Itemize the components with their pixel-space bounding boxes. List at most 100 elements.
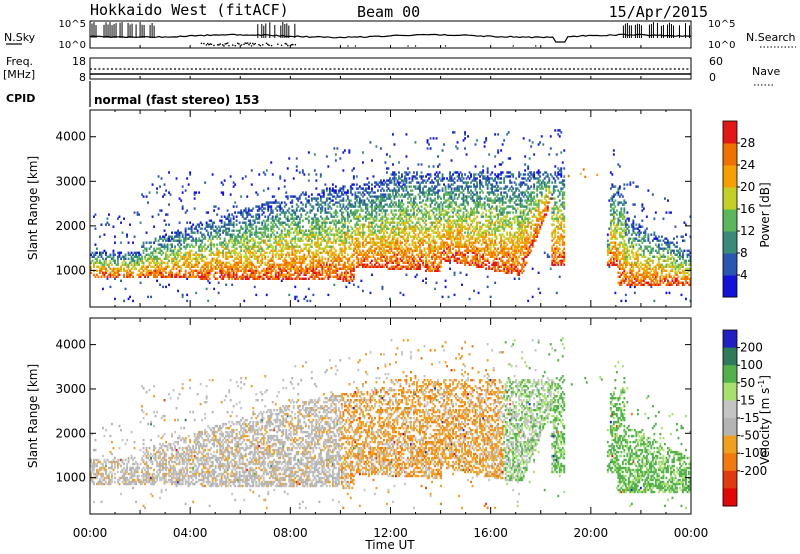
- data-cell: [352, 229, 355, 232]
- data-cell: [189, 267, 192, 270]
- data-cell: [449, 215, 451, 218]
- data-cell: [461, 259, 463, 262]
- data-cell: [265, 271, 268, 274]
- data-cell: [398, 171, 400, 174]
- data-cell: [453, 259, 456, 262]
- data-cell: [169, 269, 172, 272]
- data-cell: [295, 203, 298, 206]
- data-cell: [349, 275, 352, 278]
- data-cell: [130, 263, 133, 266]
- data-cell: [440, 211, 442, 214]
- data-cell: [374, 181, 376, 184]
- data-cell: [286, 271, 289, 274]
- data-cell: [384, 243, 387, 246]
- data-cell: [324, 251, 327, 254]
- data-cell: [399, 267, 402, 270]
- data-cell: [205, 225, 208, 228]
- data-cell: [201, 265, 204, 268]
- data-cell: [371, 159, 373, 162]
- data-cell: [211, 221, 214, 224]
- data-cell: [428, 265, 430, 268]
- data-cell: [355, 221, 358, 224]
- data-cell: [238, 211, 241, 214]
- data-cell: [416, 263, 418, 266]
- data-cell: [422, 181, 424, 184]
- data-cell: [339, 249, 342, 252]
- data-cell: [258, 205, 261, 208]
- data-cell: [398, 247, 400, 250]
- data-cell: [362, 225, 364, 228]
- data-cell: [277, 243, 280, 246]
- data-cell: [318, 273, 321, 276]
- data-cell: [240, 265, 243, 268]
- data-cell: [330, 193, 333, 196]
- data-cell: [461, 245, 463, 248]
- data-cell: [420, 211, 423, 214]
- data-cell: [291, 215, 294, 218]
- data-cell: [271, 219, 274, 222]
- data-cell: [334, 275, 337, 278]
- data-cell: [464, 199, 466, 202]
- data-cell: [255, 293, 258, 297]
- data-cell: [371, 263, 373, 266]
- data-cell: [392, 265, 394, 268]
- data-cell: [363, 201, 366, 204]
- data-cell: [283, 229, 286, 232]
- data-cell: [234, 267, 237, 270]
- data-cell: [381, 193, 384, 196]
- data-cell: [322, 261, 325, 264]
- data-cell: [455, 223, 457, 226]
- data-cell: [127, 275, 130, 278]
- data-cell: [434, 221, 436, 224]
- data-cell: [145, 271, 148, 274]
- data-cell: [387, 221, 390, 224]
- data-cell: [459, 191, 462, 194]
- data-cell: [315, 213, 318, 216]
- data-cell: [216, 277, 219, 280]
- data-cell: [340, 271, 343, 274]
- data-cell: [291, 227, 294, 230]
- data-cell: [279, 213, 282, 216]
- data-cell: [431, 193, 433, 196]
- data-cell: [138, 269, 140, 272]
- data-cell: [312, 277, 315, 280]
- data-cell: [228, 273, 231, 276]
- data-cell: [243, 267, 246, 270]
- nsearch-point: [535, 45, 537, 47]
- data-cell: [232, 217, 235, 220]
- data-cell: [369, 205, 372, 208]
- data-cell: [369, 213, 372, 216]
- data-cell: [408, 195, 411, 198]
- freq-tick-bottom: 8: [79, 71, 86, 84]
- data-cell: [271, 249, 274, 252]
- data-cell: [371, 265, 373, 268]
- data-cell: [306, 199, 309, 202]
- data-cell: [407, 235, 409, 238]
- data-cell: [246, 195, 249, 198]
- data-cell: [435, 241, 438, 244]
- data-cell: [374, 231, 376, 234]
- nsky-trace: [89, 22, 692, 79]
- data-cell: [401, 201, 403, 204]
- data-cell: [348, 265, 351, 268]
- data-cell: [228, 255, 231, 258]
- data-cell: [318, 277, 321, 280]
- data-cell: [413, 257, 415, 260]
- data-cell: [196, 265, 199, 268]
- data-cell: [226, 261, 229, 264]
- data-cell: [312, 231, 315, 234]
- data-cell: [336, 193, 339, 196]
- data-cell: [280, 269, 283, 272]
- data-cell: [334, 265, 337, 268]
- data-cell: [328, 271, 331, 274]
- data-cell: [458, 175, 460, 178]
- data-cell: [372, 195, 375, 198]
- data-cell: [459, 261, 462, 264]
- data-cell: [165, 223, 167, 226]
- data-cell: [371, 183, 373, 186]
- data-cell: [141, 259, 143, 262]
- data-cell: [362, 253, 364, 256]
- data-cell: [271, 215, 274, 218]
- data-cell: [270, 235, 273, 238]
- data-cell: [334, 259, 337, 262]
